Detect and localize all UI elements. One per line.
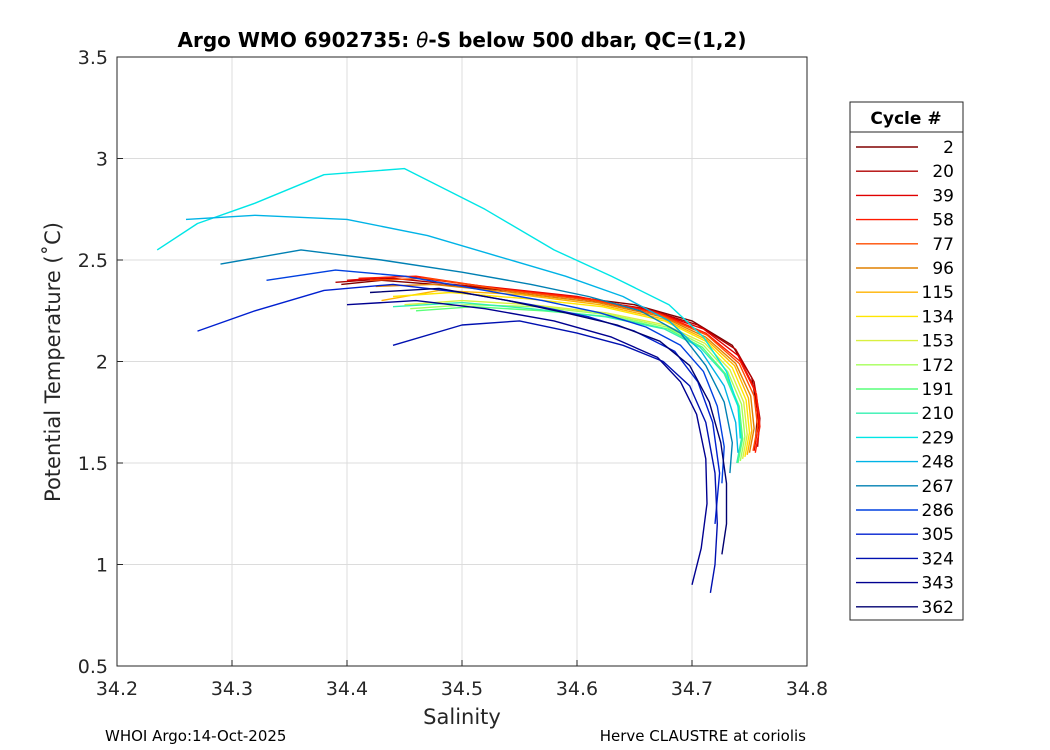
legend-label: 343 xyxy=(922,574,954,594)
series-line-cycle-248 xyxy=(185,214,739,453)
legend-label: 248 xyxy=(922,453,954,473)
series-line-cycle-343 xyxy=(346,299,708,585)
y-tick-label: 3.5 xyxy=(78,47,108,69)
series-line-cycle-153 xyxy=(404,299,748,460)
x-tick-label: 34.8 xyxy=(786,678,828,700)
legend-label: 191 xyxy=(922,380,954,400)
y-tick-label: 3 xyxy=(96,149,108,171)
series-line-cycle-286 xyxy=(266,269,725,484)
legend-label: 324 xyxy=(922,549,954,569)
x-tick-label: 34.6 xyxy=(556,678,598,700)
x-tick-label: 34.7 xyxy=(671,678,713,700)
legend-entries: 2 20 39 58 77 96 115 134 153 172 191 210 229 248 267 28… xyxy=(856,138,954,618)
x-tick-label: 34.5 xyxy=(441,678,483,700)
y-axis-label: Potential Temperature (˚C) xyxy=(41,222,65,502)
series-line-cycle-324 xyxy=(392,320,718,594)
series-line-cycle-2 xyxy=(341,279,759,443)
legend-label: 172 xyxy=(922,356,954,376)
legend-label: 58 xyxy=(932,211,954,231)
series-line-cycle-134 xyxy=(392,291,751,458)
y-tick-label: 2.5 xyxy=(78,250,108,272)
y-tick-label: 1 xyxy=(96,555,108,577)
legend-label: 229 xyxy=(922,428,954,448)
legend-label: 153 xyxy=(922,332,954,352)
footer-right: Herve CLAUSTRE at coriolis xyxy=(600,727,806,745)
axis-ticks: 34.2 34.3 34.4 34.5 34.6 34.7 34.8 0.5 1 1.5 2 2.5 3… xyxy=(78,47,828,700)
series-line-cycle-305 xyxy=(197,283,721,524)
legend-label: 115 xyxy=(922,283,954,303)
legend-label: 96 xyxy=(932,259,954,279)
series-line-cycle-267 xyxy=(220,249,733,474)
legend-label: 39 xyxy=(932,186,954,206)
legend: Cycle # 2 20 39 58 77 96 115 134 153 172 191 210 229… xyxy=(849,101,964,621)
legend-label: 267 xyxy=(922,477,954,497)
x-axis-label: Salinity xyxy=(423,705,501,729)
footer-left: WHOI Argo:14-Oct-2025 xyxy=(105,727,286,745)
series-line-cycle-362 xyxy=(369,287,728,555)
legend-label: 305 xyxy=(922,525,954,545)
legend-title: Cycle # xyxy=(870,109,941,129)
legend-label: 2 xyxy=(943,138,954,158)
x-tick-label: 34.2 xyxy=(96,678,138,700)
legend-label: 20 xyxy=(932,162,954,182)
x-tick-label: 34.4 xyxy=(326,678,368,700)
chart-title: Argo WMO 6902735: θ-S below 500 dbar, QC… xyxy=(178,28,747,52)
x-tick-label: 34.3 xyxy=(211,678,253,700)
legend-label: 134 xyxy=(922,307,954,327)
series-line-cycle-229 xyxy=(156,167,741,439)
series-line-cycle-115 xyxy=(381,289,753,456)
series-lines xyxy=(156,167,761,594)
legend-label: 362 xyxy=(922,598,954,618)
legend-label: 77 xyxy=(932,235,954,255)
y-tick-label: 1.5 xyxy=(78,453,108,475)
y-tick-label: 0.5 xyxy=(78,656,108,678)
legend-label: 210 xyxy=(922,404,954,424)
series-line-cycle-77 xyxy=(369,277,759,451)
legend-label: 286 xyxy=(922,501,954,521)
y-tick-label: 2 xyxy=(96,352,108,374)
